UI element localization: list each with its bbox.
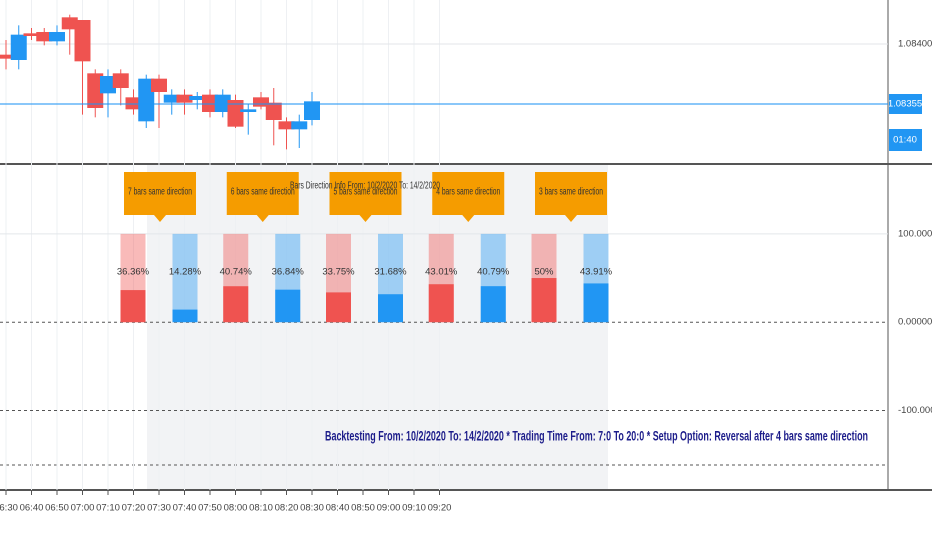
candle-body [87,73,104,108]
last-price-label: 1.08355 [888,99,922,110]
countdown-box [889,129,922,151]
value-label: 50% [534,267,554,278]
callout [124,172,196,222]
callout [329,172,402,222]
value-label: 31.68% [374,267,407,278]
y-tick-label: -100.00000 [898,405,932,416]
x-tick-label: 07:40 [173,503,197,514]
x-tick-label: 08:30 [300,503,324,514]
candle-body [240,109,257,112]
bar [172,309,198,323]
candle-body [151,78,167,92]
x-tick-label: 06:30 [0,503,18,514]
x-tick-label: 07:00 [71,503,95,514]
countdown-label: 01:40 [893,135,917,146]
y-tick-label: 1.08400 [898,39,932,50]
backtest-annotation: Backtesting From: 10/2/2020 To: 14/2/202… [325,428,868,444]
callout [432,172,505,222]
callout-label: 4 bars same direction [436,187,500,198]
bar [326,292,351,323]
bar [480,286,506,323]
x-tick-label: 07:30 [147,503,171,514]
candle-body [36,32,53,42]
value-label: 36.36% [117,267,150,278]
candle-body [291,121,308,130]
bar [275,289,301,323]
last-price-box [889,94,922,114]
bar [428,284,454,323]
candle-body [163,94,180,103]
candle-body [100,76,116,94]
value-label: 14.28% [169,267,202,278]
x-tick-label: 06:50 [45,503,69,514]
x-tick-label: 09:00 [377,503,401,514]
candle-body [176,94,193,103]
candle-body [227,100,244,127]
candle-body [10,34,27,60]
callout [226,172,299,222]
bar [223,286,249,323]
bar [120,290,146,323]
candle-body [278,121,295,130]
candle-body [138,78,155,122]
callout-label: 5 bars same direction [334,187,398,198]
candle-body [74,20,91,62]
candle-body [304,101,320,120]
callout-label: 7 bars same direction [128,187,192,198]
value-label: 36.84% [272,267,305,278]
bar [378,294,403,323]
x-tick-label: 07:10 [96,503,120,514]
candle-body [253,97,269,107]
backtest-region [147,165,608,490]
candle-body [265,102,282,120]
callout-label: 6 bars same direction [231,187,295,198]
candle-body [0,54,14,59]
bar-background [172,233,198,323]
value-label: 40.74% [220,267,253,278]
x-tick-label: 06:40 [20,503,44,514]
bar [531,278,557,323]
pane-title: Bars Direction Info From: 10/2/2020 To: … [290,181,440,192]
x-tick-label: 09:20 [428,503,452,514]
candle-body [23,33,40,36]
callout-label: 3 bars same direction [539,187,603,198]
y-tick-label: 100.00000 [898,228,932,239]
x-tick-label: 07:50 [198,503,222,514]
y-tick-label: 0.00000 [898,317,932,328]
candle-body [189,96,206,100]
value-label: 43.91% [580,267,613,278]
bar [583,283,609,323]
value-label: 33.75% [322,267,355,278]
x-tick-label: 08:00 [224,503,248,514]
x-tick-label: 08:50 [351,503,375,514]
candle-body [61,17,78,30]
x-tick-label: 08:40 [326,503,350,514]
x-tick-label: 09:10 [402,503,426,514]
x-tick-label: 08:20 [275,503,299,514]
x-tick-label: 07:20 [122,503,146,514]
candle-body [49,32,65,42]
value-label: 40.79% [477,267,510,278]
callout [535,172,607,222]
candle-body [112,73,129,88]
value-label: 43.01% [425,267,458,278]
x-tick-label: 08:10 [249,503,273,514]
